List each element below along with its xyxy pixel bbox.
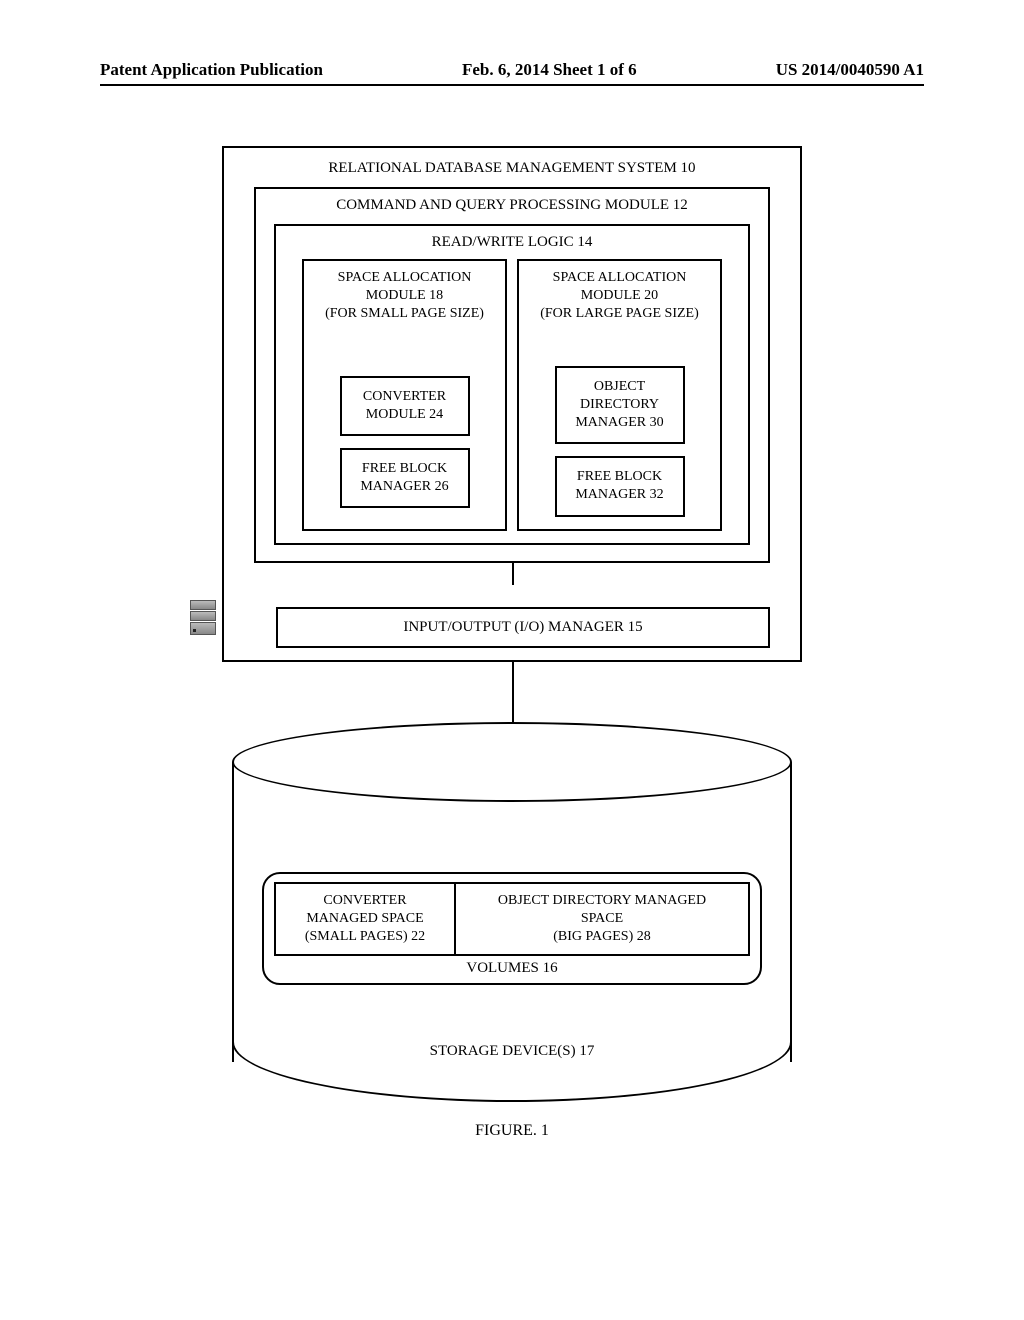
volumes-box: CONVERTER MANAGED SPACE (SMALL PAGES) 22… <box>262 872 762 986</box>
volumes-inner: CONVERTER MANAGED SPACE (SMALL PAGES) 22… <box>274 882 750 957</box>
volumes-label: VOLUMES 16 <box>274 960 750 977</box>
io-manager-title: INPUT/OUTPUT (I/O) MANAGER 15 <box>403 619 642 635</box>
box-line: MANAGED SPACE <box>306 911 423 926</box>
box-line: OBJECT DIRECTORY MANAGED <box>498 893 706 908</box>
object-directory-manager-box: OBJECT DIRECTORY MANAGER 30 <box>555 366 685 445</box>
col-title-line: (FOR LARGE PAGE SIZE) <box>540 306 699 321</box>
free-block-manager-26-box: FREE BLOCK MANAGER 26 <box>340 448 470 508</box>
read-write-logic-box: READ/WRITE LOGIC 14 SPACE ALLOCATION MOD… <box>274 224 750 545</box>
box-line: MANAGER 26 <box>360 479 448 494</box>
connector-cmd-to-io <box>512 563 514 585</box>
diagram: RELATIONAL DATABASE MANAGEMENT SYSTEM 10… <box>222 146 802 1140</box>
object-directory-managed-space-box: OBJECT DIRECTORY MANAGED SPACE (BIG PAGE… <box>454 882 750 957</box>
box-line: MANAGER 30 <box>575 415 663 430</box>
box-line: MANAGER 32 <box>575 487 663 502</box>
rdbms-box: RELATIONAL DATABASE MANAGEMENT SYSTEM 10… <box>222 146 802 662</box>
header-mid: Feb. 6, 2014 Sheet 1 of 6 <box>462 60 637 80</box>
server-icon <box>190 600 216 636</box>
box-line: SPACE <box>581 911 623 926</box>
space-allocation-small-box: SPACE ALLOCATION MODULE 18 (FOR SMALL PA… <box>302 259 507 531</box>
free-block-manager-32-box: FREE BLOCK MANAGER 32 <box>555 456 685 516</box>
command-module-title: COMMAND AND QUERY PROCESSING MODULE 12 <box>266 197 758 214</box>
col-title-line: (FOR SMALL PAGE SIZE) <box>325 306 484 321</box>
figure-caption: FIGURE. 1 <box>222 1122 802 1140</box>
converter-managed-space-box: CONVERTER MANAGED SPACE (SMALL PAGES) 22 <box>274 882 454 957</box>
header-rule <box>100 84 924 86</box>
page: Patent Application Publication Feb. 6, 2… <box>0 0 1024 1320</box>
col-title-line: MODULE 18 <box>366 288 443 303</box>
col-title-line: MODULE 20 <box>581 288 658 303</box>
header-left: Patent Application Publication <box>100 60 323 80</box>
box-line: (SMALL PAGES) 22 <box>305 929 425 944</box>
read-write-logic-title: READ/WRITE LOGIC 14 <box>284 234 740 251</box>
space-allocation-large-title: SPACE ALLOCATION MODULE 20 (FOR LARGE PA… <box>540 269 699 324</box>
box-line: DIRECTORY <box>580 397 659 412</box>
box-line: (BIG PAGES) 28 <box>553 929 651 944</box>
box-line: FREE BLOCK <box>577 469 662 484</box>
page-header: Patent Application Publication Feb. 6, 2… <box>100 60 924 80</box>
box-line: CONVERTER <box>323 893 406 908</box>
box-line: FREE BLOCK <box>362 461 447 476</box>
rdbms-title: RELATIONAL DATABASE MANAGEMENT SYSTEM 10 <box>236 160 788 177</box>
col-title-line: SPACE ALLOCATION <box>338 270 472 285</box>
col-title-line: SPACE ALLOCATION <box>553 270 687 285</box>
allocation-columns: SPACE ALLOCATION MODULE 18 (FOR SMALL PA… <box>284 259 740 531</box>
storage-cylinder: CONVERTER MANAGED SPACE (SMALL PAGES) 22… <box>232 722 792 1082</box>
header-right: US 2014/0040590 A1 <box>776 60 924 80</box>
box-line: OBJECT <box>594 379 645 394</box>
command-module-box: COMMAND AND QUERY PROCESSING MODULE 12 R… <box>254 187 770 563</box>
converter-module-box: CONVERTER MODULE 24 <box>340 376 470 436</box>
storage-devices-label: STORAGE DEVICE(S) 17 <box>232 1043 792 1060</box>
space-allocation-large-box: SPACE ALLOCATION MODULE 20 (FOR LARGE PA… <box>517 259 722 531</box>
box-line: MODULE 24 <box>366 407 443 422</box>
io-manager-box: INPUT/OUTPUT (I/O) MANAGER 15 <box>276 607 770 648</box>
space-allocation-small-title: SPACE ALLOCATION MODULE 18 (FOR SMALL PA… <box>325 269 484 324</box>
box-line: CONVERTER <box>363 389 446 404</box>
